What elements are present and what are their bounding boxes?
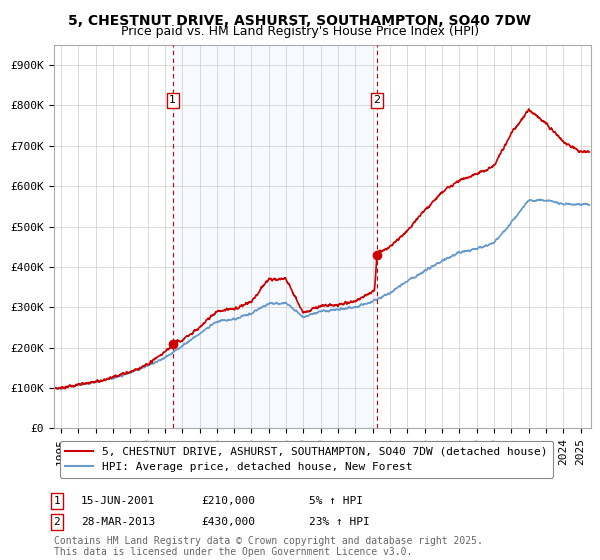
Text: £210,000: £210,000 [201,496,255,506]
Text: Contains HM Land Registry data © Crown copyright and database right 2025.
This d: Contains HM Land Registry data © Crown c… [54,535,483,557]
Text: 28-MAR-2013: 28-MAR-2013 [81,517,155,527]
Text: 1: 1 [169,95,176,105]
Text: 2: 2 [53,517,61,527]
Text: 15-JUN-2001: 15-JUN-2001 [81,496,155,506]
Text: Price paid vs. HM Land Registry's House Price Index (HPI): Price paid vs. HM Land Registry's House … [121,25,479,38]
Bar [173,45,377,428]
Text: 5, CHESTNUT DRIVE, ASHURST, SOUTHAMPTON, SO40 7DW: 5, CHESTNUT DRIVE, ASHURST, SOUTHAMPTON,… [68,14,532,28]
Text: 2: 2 [373,95,380,105]
Legend: 5, CHESTNUT DRIVE, ASHURST, SOUTHAMPTON, SO40 7DW (detached house), HPI: Average: 5, CHESTNUT DRIVE, ASHURST, SOUTHAMPTON,… [59,441,553,478]
Text: 5% ↑ HPI: 5% ↑ HPI [309,496,363,506]
Text: £430,000: £430,000 [201,517,255,527]
Text: 23% ↑ HPI: 23% ↑ HPI [309,517,370,527]
Text: 1: 1 [53,496,61,506]
